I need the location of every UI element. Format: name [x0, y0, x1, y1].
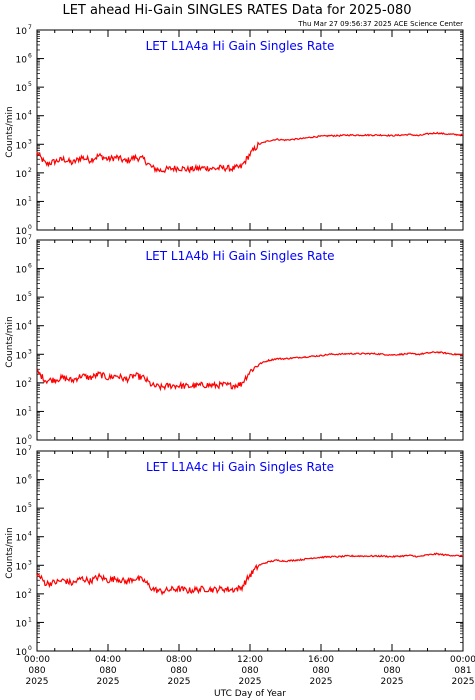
x-tick-label-doy: 080 [312, 666, 329, 676]
y-tick-exponent: 7 [28, 234, 32, 241]
y-tick-exponent: 1 [28, 616, 32, 623]
y-tick-label: 10 [16, 534, 28, 544]
x-tick-label-time: 00:00 [450, 655, 475, 665]
x-tick-label-time: 20:00 [379, 655, 405, 665]
x-tick-label-year: 2025 [239, 677, 262, 687]
plot-frame [36, 450, 464, 652]
x-axis-label: UTC Day of Year [214, 689, 286, 699]
y-axis-label: Counts/min [5, 316, 15, 367]
y-tick-label: 10 [16, 591, 28, 601]
y-tick-exponent: 0 [28, 645, 32, 652]
x-tick-label-time: 04:00 [95, 655, 121, 665]
y-tick-label: 10 [16, 648, 28, 658]
y-tick-label: 10 [16, 198, 28, 208]
y-tick-exponent: 0 [28, 434, 32, 441]
timestamp: Thu Mar 27 09:56:37 2025 ACE Science Cen… [297, 20, 463, 28]
x-tick-label-year: 2025 [452, 677, 475, 687]
x-tick-label-time: 00:00 [24, 655, 50, 665]
y-tick-label: 10 [16, 56, 28, 66]
plot-frame [36, 29, 464, 231]
y-tick-label: 10 [16, 113, 28, 123]
y-tick-label: 10 [16, 437, 28, 447]
x-tick-label-year: 2025 [26, 677, 49, 687]
x-tick-label-time: 08:00 [166, 655, 192, 665]
data-line [36, 351, 464, 392]
x-axis-tick-labels: 00:00080202504:00080202508:00080202512:0… [24, 655, 475, 687]
panel-title: LET L1A4b Hi Gain Singles Rate [145, 249, 334, 263]
y-tick-label: 10 [16, 84, 28, 94]
x-tick-label-year: 2025 [381, 677, 404, 687]
panel-title: LET L1A4c Hi Gain Singles Rate [146, 460, 334, 474]
y-tick-label: 10 [16, 141, 28, 151]
y-tick-exponent: 5 [28, 81, 32, 88]
y-tick-label: 10 [16, 448, 28, 458]
x-tick-label-year: 2025 [168, 677, 191, 687]
y-tick-label: 10 [16, 505, 28, 515]
x-tick-label-doy: 081 [454, 666, 471, 676]
y-tick-exponent: 6 [28, 474, 32, 481]
y-tick-exponent: 7 [28, 445, 32, 452]
y-tick-label: 10 [16, 266, 28, 276]
y-tick-exponent: 2 [28, 588, 32, 595]
x-tick-label-year: 2025 [97, 677, 120, 687]
y-tick-label: 10 [16, 294, 28, 304]
x-tick-label-time: 12:00 [237, 655, 263, 665]
x-tick-label-time: 16:00 [308, 655, 334, 665]
main-title: LET ahead Hi-Gain SINGLES RATES Data for… [62, 3, 411, 18]
y-tick-exponent: 2 [28, 167, 32, 174]
y-tick-exponent: 6 [28, 53, 32, 60]
y-tick-exponent: 3 [28, 559, 32, 566]
y-axis-label: Counts/min [5, 106, 15, 157]
x-tick-label-doy: 080 [99, 666, 116, 676]
x-tick-label-doy: 080 [28, 666, 45, 676]
y-axis-label: Counts/min [5, 527, 15, 578]
y-tick-exponent: 4 [28, 531, 32, 538]
y-tick-label: 10 [16, 408, 28, 418]
y-tick-label: 10 [16, 619, 28, 629]
data-line [36, 131, 464, 174]
y-tick-exponent: 5 [28, 502, 32, 509]
y-tick-exponent: 3 [28, 138, 32, 145]
y-tick-label: 10 [16, 323, 28, 333]
y-tick-exponent: 1 [28, 195, 32, 202]
y-tick-exponent: 0 [28, 224, 32, 231]
y-tick-label: 10 [16, 562, 28, 572]
y-tick-exponent: 7 [28, 24, 32, 31]
y-tick-label: 10 [16, 351, 28, 361]
y-tick-exponent: 4 [28, 320, 32, 327]
y-tick-label: 10 [16, 27, 28, 37]
y-tick-exponent: 5 [28, 291, 32, 298]
x-tick-label-doy: 080 [241, 666, 258, 676]
x-tick-label-doy: 080 [170, 666, 187, 676]
y-tick-label: 10 [16, 237, 28, 247]
y-tick-label: 10 [16, 380, 28, 390]
x-tick-label-doy: 080 [383, 666, 400, 676]
y-tick-exponent: 4 [28, 110, 32, 117]
plot-frame [36, 239, 464, 441]
y-tick-exponent: 1 [28, 405, 32, 412]
x-tick-label-year: 2025 [310, 677, 333, 687]
y-tick-label: 10 [16, 227, 28, 237]
panel-title: LET L1A4a Hi Gain Singles Rate [146, 39, 335, 53]
data-line [36, 552, 464, 596]
y-tick-label: 10 [16, 170, 28, 180]
y-tick-exponent: 6 [28, 263, 32, 270]
y-tick-exponent: 3 [28, 348, 32, 355]
y-tick-label: 10 [16, 477, 28, 487]
y-tick-exponent: 2 [28, 377, 32, 384]
